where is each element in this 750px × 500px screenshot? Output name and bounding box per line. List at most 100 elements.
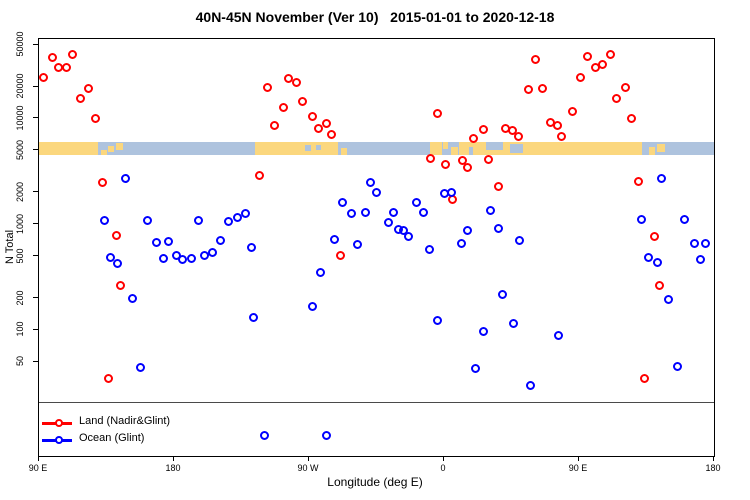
map-land-segment bbox=[108, 145, 114, 153]
data-point-ocean bbox=[346, 209, 356, 219]
y-tick-label: 50000 bbox=[15, 31, 25, 57]
data-point-land bbox=[103, 373, 113, 383]
map-water-patch bbox=[486, 142, 503, 150]
data-point-land bbox=[97, 177, 107, 187]
data-point-land bbox=[278, 102, 288, 112]
data-point-land bbox=[38, 72, 48, 82]
data-point-land bbox=[111, 231, 121, 240]
legend-label-ocean: Ocean (Glint) bbox=[79, 432, 145, 444]
data-point-land bbox=[507, 126, 517, 136]
x-tick-label: 90 W bbox=[297, 463, 319, 473]
data-point-ocean bbox=[365, 178, 375, 188]
map-land-segment bbox=[115, 143, 123, 151]
y-tick bbox=[33, 43, 38, 45]
y-tick bbox=[33, 328, 38, 330]
data-point-ocean bbox=[360, 208, 370, 218]
data-point-land bbox=[425, 153, 435, 163]
data-point-land bbox=[67, 50, 77, 60]
data-point-ocean bbox=[207, 247, 217, 257]
data-point-land bbox=[254, 170, 264, 180]
x-tick-label: 180 bbox=[705, 463, 721, 473]
data-point-land bbox=[321, 119, 331, 129]
data-point-ocean bbox=[240, 209, 250, 219]
data-point-land bbox=[90, 114, 100, 124]
y-tick bbox=[33, 191, 38, 193]
x-axis-title: Longitude (deg E) bbox=[327, 475, 423, 489]
data-point-land bbox=[262, 82, 272, 92]
map-land-segment bbox=[39, 142, 98, 155]
data-point-land bbox=[313, 123, 323, 133]
x-tick-label: 90 E bbox=[568, 463, 588, 473]
y-tick bbox=[33, 117, 38, 119]
x-tick bbox=[442, 456, 444, 461]
data-point-ocean bbox=[186, 254, 196, 264]
data-point-land bbox=[493, 182, 503, 192]
data-point-land bbox=[530, 55, 540, 64]
x-tick-label: 0 bbox=[440, 463, 446, 473]
data-point-ocean bbox=[398, 225, 408, 235]
data-point-ocean bbox=[403, 231, 413, 241]
legend-line-land bbox=[42, 419, 72, 427]
legend: Land (Nadir&Glint) Ocean (Glint) bbox=[39, 414, 279, 448]
data-point-land bbox=[283, 73, 293, 83]
data-point-ocean bbox=[259, 431, 269, 441]
y-tick bbox=[33, 255, 38, 257]
data-point-land bbox=[556, 131, 566, 141]
data-point-ocean bbox=[193, 216, 203, 226]
legend-marker-land-icon bbox=[55, 419, 63, 427]
data-point-ocean bbox=[307, 302, 317, 312]
data-point-ocean bbox=[199, 251, 209, 261]
legend-label-land: Land (Nadir&Glint) bbox=[79, 415, 171, 427]
data-point-land bbox=[83, 83, 93, 93]
data-point-land bbox=[432, 109, 442, 119]
data-point-land bbox=[326, 129, 336, 139]
data-point-ocean bbox=[315, 267, 325, 277]
data-point-ocean bbox=[656, 173, 666, 183]
chart-title: 40N-45N November (Ver 10) 2015-01-01 to … bbox=[195, 9, 555, 25]
data-point-land bbox=[457, 155, 467, 165]
data-point-land bbox=[611, 93, 621, 103]
data-point-ocean bbox=[232, 213, 242, 223]
data-point-ocean bbox=[388, 207, 398, 217]
y-tick-label: 200 bbox=[15, 290, 25, 306]
data-point-land bbox=[582, 51, 592, 61]
data-point-land bbox=[605, 50, 615, 60]
data-point-land bbox=[537, 83, 547, 93]
map-water-patch bbox=[510, 144, 523, 153]
data-point-ocean bbox=[700, 238, 710, 248]
data-point-ocean bbox=[105, 253, 115, 263]
y-tick-label: 2000 bbox=[15, 181, 25, 202]
data-point-ocean bbox=[478, 327, 488, 337]
x-tick bbox=[712, 456, 714, 461]
data-point-ocean bbox=[514, 235, 524, 245]
data-point-ocean bbox=[248, 313, 258, 323]
data-point-land bbox=[269, 121, 279, 131]
plot-area: Land (Nadir&Glint) Ocean (Glint) bbox=[38, 38, 715, 457]
data-point-ocean bbox=[371, 187, 381, 197]
y-tick bbox=[33, 360, 38, 362]
data-point-land bbox=[639, 373, 649, 383]
data-point-ocean bbox=[352, 240, 362, 250]
data-point-land bbox=[47, 52, 57, 62]
map-strip bbox=[39, 142, 714, 155]
data-point-land bbox=[523, 84, 533, 94]
legend-line-ocean bbox=[42, 436, 72, 444]
data-point-land bbox=[620, 82, 630, 92]
data-point-land bbox=[478, 124, 488, 134]
map-water-patch bbox=[315, 144, 321, 151]
data-point-land bbox=[567, 106, 577, 116]
data-point-ocean bbox=[497, 290, 507, 300]
data-point-ocean bbox=[462, 225, 472, 235]
data-point-ocean bbox=[135, 363, 145, 373]
legend-item-land: Land (Nadir&Glint) bbox=[39, 414, 279, 431]
data-point-ocean bbox=[553, 331, 563, 341]
map-water-patch bbox=[305, 145, 311, 152]
data-point-ocean bbox=[142, 216, 152, 226]
legend-marker-ocean-icon bbox=[55, 436, 63, 444]
data-point-land bbox=[513, 131, 523, 141]
data-point-land bbox=[61, 62, 71, 72]
data-point-ocean bbox=[383, 218, 393, 228]
data-point-land bbox=[552, 121, 562, 131]
data-point-land bbox=[462, 163, 472, 173]
data-point-ocean bbox=[151, 237, 161, 247]
